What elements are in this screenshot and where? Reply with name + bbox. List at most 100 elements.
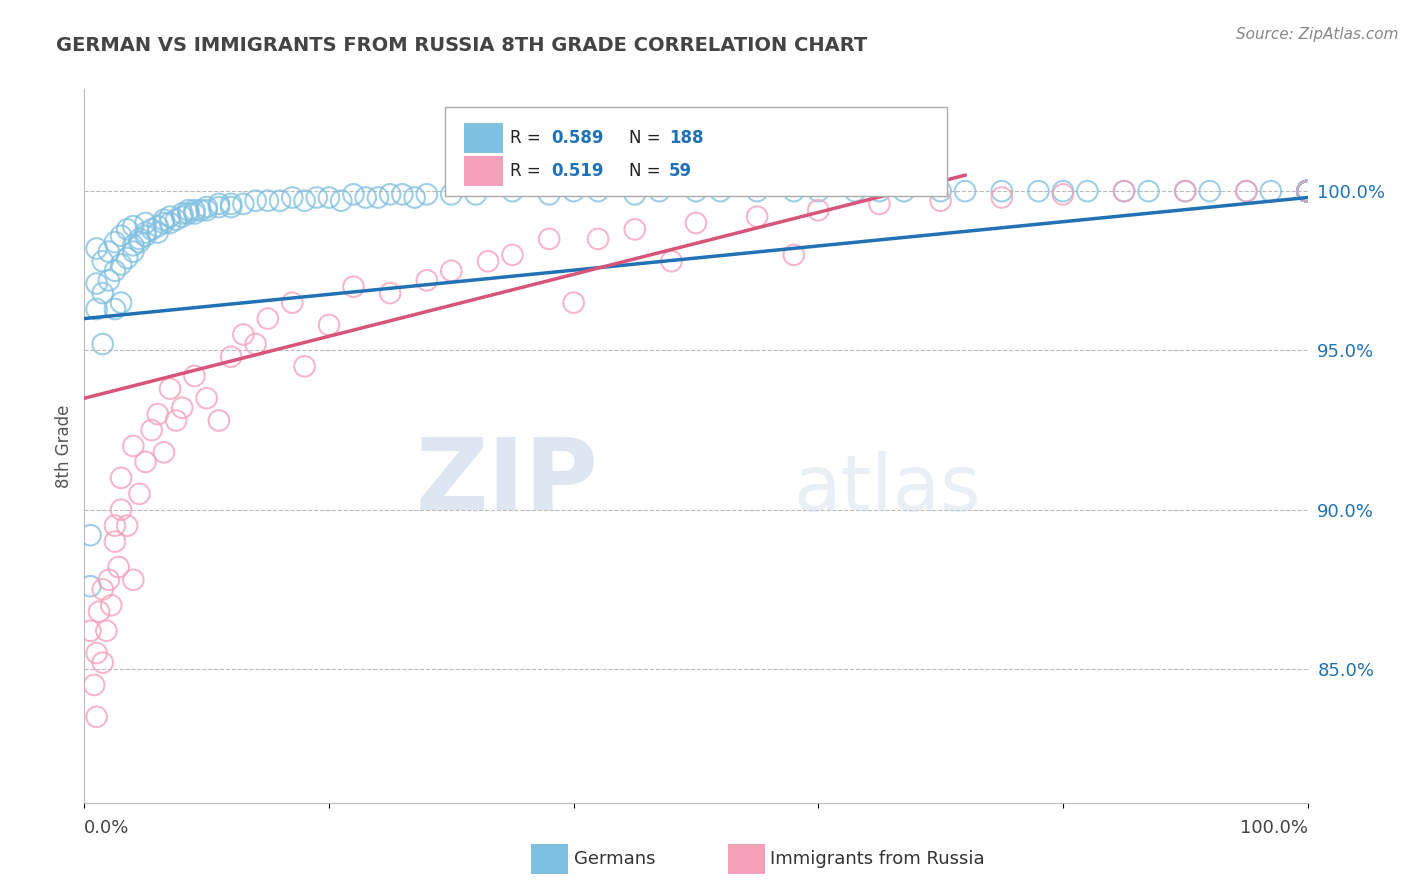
Point: [807, 203, 830, 218]
Point: [1296, 184, 1319, 198]
Point: [97, 273, 120, 287]
Point: [1296, 184, 1319, 198]
Point: [1296, 184, 1319, 198]
Point: [1296, 184, 1319, 198]
Point: [1296, 184, 1319, 198]
Text: N =: N =: [628, 128, 665, 146]
Point: [1296, 184, 1319, 198]
Point: [1052, 184, 1074, 198]
Point: [128, 235, 150, 249]
Point: [1296, 184, 1319, 198]
Point: [1296, 184, 1319, 198]
Point: [96, 624, 118, 638]
Point: [1296, 184, 1319, 198]
Point: [1296, 184, 1319, 198]
Point: [146, 407, 169, 421]
Point: [122, 219, 145, 234]
Point: [1296, 184, 1319, 198]
Point: [1114, 184, 1136, 198]
Point: [153, 445, 176, 459]
Point: [79, 624, 101, 638]
Point: [135, 226, 157, 240]
Point: [305, 190, 328, 204]
Point: [1296, 184, 1319, 198]
Point: [661, 254, 683, 268]
Point: [1296, 184, 1319, 198]
Point: [153, 216, 176, 230]
Point: [1296, 184, 1319, 198]
Point: [367, 190, 389, 204]
Point: [990, 184, 1012, 198]
Text: N =: N =: [628, 161, 665, 179]
Text: 100.0%: 100.0%: [1240, 819, 1308, 837]
Point: [1296, 184, 1319, 198]
Point: [1296, 184, 1319, 198]
Point: [1296, 184, 1319, 198]
Point: [1296, 184, 1319, 198]
Point: [83, 678, 105, 692]
Point: [1296, 184, 1319, 198]
Point: [1296, 184, 1319, 198]
Point: [624, 187, 647, 202]
Text: R =: R =: [510, 128, 546, 146]
Text: R =: R =: [510, 161, 546, 179]
FancyBboxPatch shape: [464, 123, 503, 153]
Point: [783, 248, 806, 262]
Point: [869, 197, 891, 211]
Point: [165, 212, 187, 227]
Point: [115, 518, 138, 533]
Point: [1296, 184, 1319, 198]
Point: [1296, 184, 1319, 198]
Point: [1296, 184, 1319, 198]
Point: [1296, 184, 1319, 198]
Text: Germans: Germans: [574, 850, 655, 868]
Text: ZIP: ZIP: [415, 434, 598, 530]
Point: [1296, 184, 1319, 198]
Point: [318, 190, 340, 204]
Point: [219, 197, 242, 211]
Point: [104, 518, 127, 533]
Point: [380, 286, 402, 301]
Point: [354, 190, 377, 204]
Point: [893, 184, 915, 198]
Point: [183, 203, 205, 218]
Text: atlas: atlas: [794, 450, 981, 527]
Point: [141, 423, 163, 437]
Point: [1296, 184, 1319, 198]
Point: [1296, 184, 1319, 198]
Point: [86, 710, 108, 724]
Point: [91, 656, 114, 670]
Point: [747, 184, 769, 198]
Point: [195, 391, 218, 405]
Point: [1296, 184, 1319, 198]
Point: [501, 184, 523, 198]
Point: [844, 184, 866, 198]
Point: [257, 194, 280, 208]
Point: [1296, 184, 1319, 198]
Point: [1296, 184, 1319, 198]
Point: [685, 184, 707, 198]
Point: [416, 187, 439, 202]
Point: [91, 337, 114, 351]
Point: [1028, 184, 1050, 198]
Text: 0.0%: 0.0%: [84, 819, 129, 837]
Point: [685, 216, 707, 230]
Point: [1296, 184, 1319, 198]
Point: [257, 311, 280, 326]
Point: [1198, 184, 1220, 198]
Point: [586, 184, 609, 198]
Point: [91, 286, 114, 301]
Point: [1296, 184, 1319, 198]
Point: [1296, 184, 1319, 198]
Point: [208, 413, 231, 427]
Point: [990, 190, 1012, 204]
Point: [562, 184, 585, 198]
Point: [183, 206, 205, 220]
Point: [104, 264, 127, 278]
Point: [783, 184, 806, 198]
Point: [1296, 184, 1319, 198]
Point: [104, 235, 127, 249]
Point: [97, 573, 120, 587]
Point: [146, 226, 169, 240]
Point: [1296, 184, 1319, 198]
